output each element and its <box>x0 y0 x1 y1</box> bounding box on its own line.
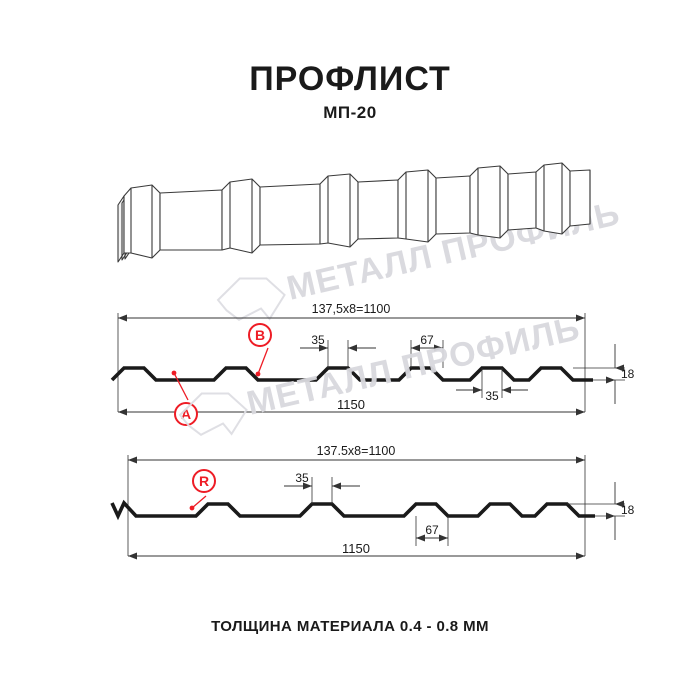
dim-rib-b-1: 35 <box>284 471 360 504</box>
page-title: ПРОФЛИСТ <box>249 60 451 98</box>
marker-a-text: A <box>181 406 191 422</box>
dim-label-67-b: 67 <box>425 523 439 537</box>
section-view-b: 137.5x8=1100 35 67 <box>110 444 635 560</box>
dim-flat-b: 67 <box>415 516 449 546</box>
dim-width-b: 1150 <box>128 541 585 560</box>
section-view-a: 137,5x8=1100 35 67 <box>110 302 635 426</box>
dim-label-18-b: 18 <box>621 503 635 517</box>
material-thickness-note: ТОЛЩИНА МАТЕРИАЛА 0.4 - 0.8 ММ <box>211 618 489 635</box>
dim-label-pitch-top-a: 137,5x8=1100 <box>312 302 391 316</box>
isometric-sheet-view <box>117 162 591 263</box>
dim-label-18-a: 18 <box>621 367 635 381</box>
marker-b-text: B <box>255 327 265 343</box>
marker-a: A <box>171 370 198 426</box>
dim-label-67-a: 67 <box>420 333 434 347</box>
profile-outline-b <box>110 499 595 521</box>
dim-label-35-a-bottom: 35 <box>485 389 499 403</box>
marker-r: R <box>189 469 216 511</box>
dim-label-35-a-top: 35 <box>311 333 325 347</box>
watermark-text-2: МЕТАЛЛ ПРОФИЛЬ <box>243 309 583 423</box>
profile-outline-a <box>110 366 593 382</box>
watermark-2: МЕТАЛЛ ПРОФИЛЬ <box>178 309 584 436</box>
dim-height-b: 18 <box>567 482 635 540</box>
model-subtitle: МП-20 <box>323 103 377 122</box>
dim-pitch-top-a: 137,5x8=1100 <box>118 302 585 322</box>
dim-label-1150-a: 1150 <box>337 397 365 412</box>
dim-height-a: 18 <box>573 344 635 404</box>
dim-label-1150-b: 1150 <box>342 541 370 556</box>
dim-label-35-b: 35 <box>295 471 309 485</box>
dim-rib-a-2: 35 <box>456 368 528 403</box>
dim-label-pitch-top-b: 137.5x8=1100 <box>317 444 396 458</box>
marker-b: B <box>248 323 272 377</box>
dim-flat-a: 67 <box>410 333 444 368</box>
dim-rib-a-1: 35 <box>300 333 376 368</box>
dim-pitch-top-b: 137.5x8=1100 <box>128 444 585 464</box>
marker-r-text: R <box>199 473 209 489</box>
